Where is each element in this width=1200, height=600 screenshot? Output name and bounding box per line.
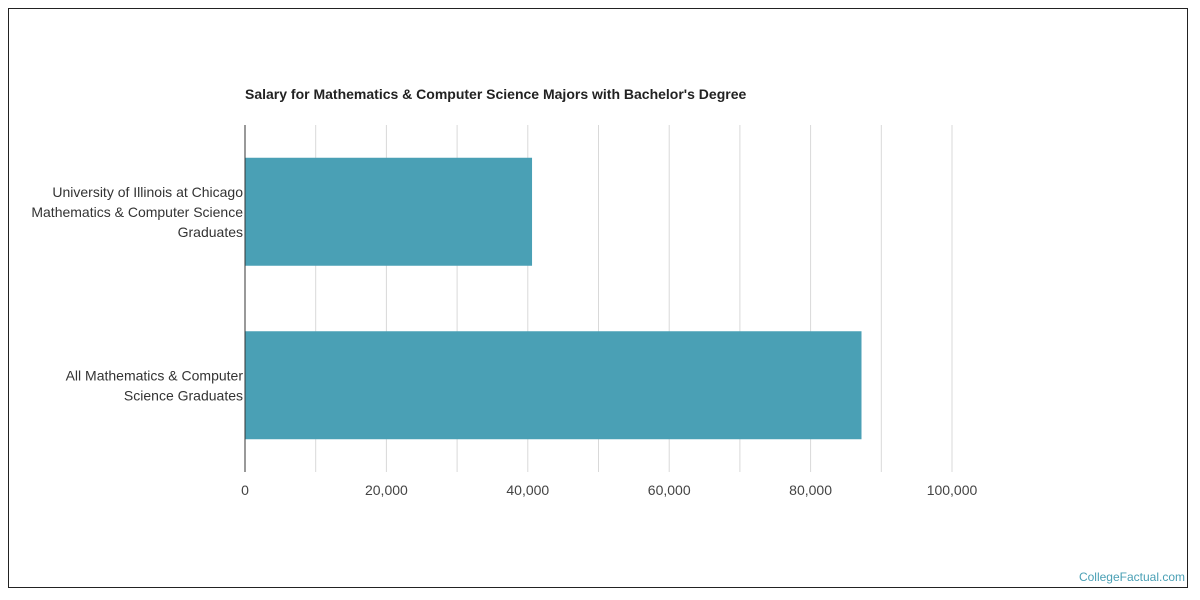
x-tick-label: 60,000 bbox=[648, 482, 691, 498]
category-label: University of Illinois at Chicago Mathema… bbox=[31, 184, 243, 240]
source-credit[interactable]: CollegeFactual.com bbox=[1078, 570, 1185, 584]
x-tick-label: 40,000 bbox=[506, 482, 549, 498]
x-tick-label: 100,000 bbox=[927, 482, 978, 498]
bar[interactable] bbox=[245, 157, 533, 266]
x-tick-label: 20,000 bbox=[365, 482, 408, 498]
category-labels: University of Illinois at Chicago Mathema… bbox=[31, 184, 243, 404]
x-tick-label: 80,000 bbox=[789, 482, 832, 498]
bar[interactable] bbox=[245, 331, 862, 440]
x-tick-labels: 0 20,000 40,000 60,000 80,000 100,000 bbox=[241, 482, 977, 498]
x-tick-label: 0 bbox=[241, 482, 249, 498]
bars bbox=[245, 157, 862, 440]
chart-title: Salary for Mathematics & Computer Scienc… bbox=[245, 86, 746, 102]
category-label: All Mathematics & Computer Science Gradua… bbox=[66, 367, 244, 403]
